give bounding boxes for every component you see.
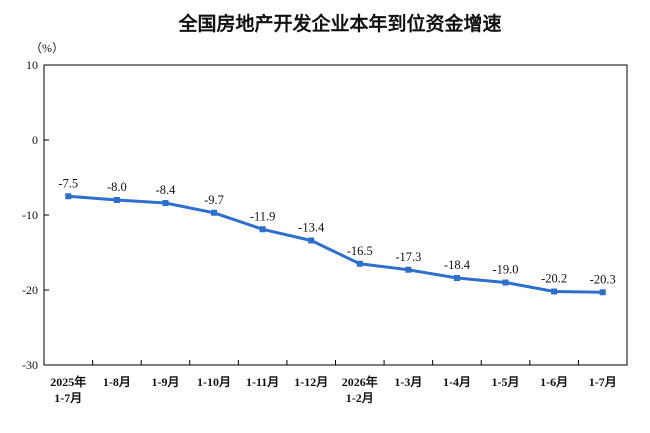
x-tick-label-6-line-2: 1-2月 (346, 391, 374, 405)
x-tick-label-10: 1-6月 (540, 375, 568, 389)
x-tick-label-4: 1-11月 (246, 375, 279, 389)
data-label-5: -13.4 (298, 221, 325, 235)
y-axis-ticks: 10 0 -10 -20 -30 (22, 58, 49, 372)
data-label-7: -17.3 (395, 250, 421, 264)
data-label-10: -20.2 (541, 272, 567, 286)
y-tick-label-4: -30 (22, 358, 38, 372)
x-axis-ticks: 2025年 1-7月 1-8月 1-9月 1-10月 1-11月 1-12月 2026年 1-2… (43, 360, 628, 405)
series-layer: -7.5 -8.0 -8.4 -9.7 -11.9 -13.4 -16.5 -17.3 -18.… (58, 176, 616, 296)
x-tick-label-2: 1-9月 (151, 375, 179, 389)
x-tick-label-6: 2026年 (342, 374, 378, 389)
data-point-6 (356, 260, 363, 267)
x-tick-label-0: 2025年 (50, 374, 86, 389)
data-label-11: -20.3 (590, 272, 616, 286)
data-label-8: -18.4 (444, 258, 471, 272)
data-label-1: -8.0 (107, 180, 127, 194)
data-point-10 (551, 288, 558, 295)
data-point-8 (453, 275, 460, 281)
y-tick-label-3: -20 (22, 283, 38, 297)
y-tick-label-1: 0 (32, 133, 38, 147)
data-point-0 (65, 193, 72, 200)
x-tick-label-8: 1-4月 (443, 375, 471, 389)
data-label-6: -16.5 (347, 244, 373, 258)
plot-frame (43, 64, 628, 366)
series-line-0 (68, 194, 603, 294)
x-tick-label-3: 1-10月 (197, 375, 231, 389)
data-label-9: -19.0 (493, 263, 519, 277)
data-point-2 (162, 200, 169, 206)
y-tick-label-2: -10 (22, 208, 38, 222)
data-point-5 (308, 237, 315, 244)
y-tick-label-0: 10 (26, 58, 38, 72)
x-tick-label-7: 1-3月 (394, 375, 422, 389)
data-label-4: -11.9 (250, 209, 276, 223)
data-label-2: -8.4 (156, 183, 177, 197)
x-tick-label-1: 1-8月 (103, 375, 131, 389)
y-axis-unit: （%） (30, 41, 64, 55)
data-label-3: -9.7 (204, 193, 224, 207)
x-tick-label-0-line-2: 1-7月 (54, 391, 82, 405)
data-point-9 (502, 279, 509, 286)
data-point-1 (113, 197, 120, 203)
data-point-7 (405, 266, 412, 273)
data-point-3 (211, 209, 218, 216)
data-point-4 (259, 226, 266, 233)
x-tick-label-5: 1-12月 (294, 375, 328, 389)
x-tick-label-11: 1-7月 (589, 375, 617, 389)
data-label-0: -7.5 (58, 176, 78, 190)
data-point-11 (599, 289, 606, 296)
x-tick-label-9: 1-5月 (492, 375, 520, 389)
chart-title: 全国房地产开发企业本年到位资金增速 (177, 12, 501, 35)
